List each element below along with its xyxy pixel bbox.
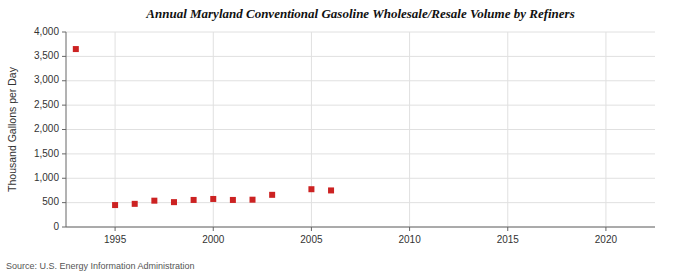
grid-line bbox=[507, 32, 508, 227]
point bbox=[328, 187, 334, 193]
point bbox=[269, 192, 275, 198]
tick-label: 2,500 bbox=[34, 99, 59, 110]
tick-label: 2005 bbox=[300, 234, 323, 245]
grid-line bbox=[66, 178, 655, 179]
grid-line bbox=[66, 227, 655, 228]
grid-line bbox=[66, 129, 655, 130]
point bbox=[112, 202, 118, 208]
tick-mark bbox=[62, 32, 66, 33]
grid-line bbox=[66, 153, 655, 154]
tick-mark bbox=[115, 227, 116, 231]
point bbox=[73, 46, 79, 52]
background bbox=[0, 0, 675, 275]
tick-mark bbox=[507, 227, 508, 231]
tick-label: 1,000 bbox=[34, 172, 59, 183]
point bbox=[250, 197, 256, 203]
grid-line bbox=[66, 105, 655, 106]
tick-label: 500 bbox=[42, 196, 59, 207]
grid-line bbox=[66, 80, 655, 81]
point bbox=[191, 197, 197, 203]
tick-mark bbox=[62, 56, 66, 57]
tick-label: 1995 bbox=[104, 234, 127, 245]
tick-mark bbox=[311, 227, 312, 231]
point bbox=[230, 197, 236, 203]
x-axis-line bbox=[66, 227, 655, 228]
source-note: Source: U.S. Energy Information Administ… bbox=[6, 261, 195, 271]
tick-mark bbox=[409, 227, 410, 231]
point bbox=[210, 196, 216, 202]
tick-mark bbox=[62, 202, 66, 203]
title: Annual Maryland Conventional Gasoline Wh… bbox=[145, 6, 574, 21]
tick-label: 3,500 bbox=[34, 50, 59, 61]
grid-line bbox=[115, 32, 116, 227]
tick-mark bbox=[605, 227, 606, 231]
tick-label: 2020 bbox=[595, 234, 618, 245]
tick-mark bbox=[62, 105, 66, 106]
point bbox=[132, 201, 138, 207]
tick-label: 2,000 bbox=[34, 123, 59, 134]
point bbox=[171, 199, 177, 205]
grid-line bbox=[605, 32, 606, 227]
point bbox=[151, 198, 157, 204]
tick-label: 1,500 bbox=[34, 148, 59, 159]
axis-label: Thousand Gallons per Day bbox=[6, 66, 18, 192]
tick-label: 2000 bbox=[202, 234, 225, 245]
grid-line bbox=[66, 56, 655, 57]
grid-line bbox=[66, 32, 655, 33]
tick-label: 2015 bbox=[497, 234, 520, 245]
chart: 0 500 1,000 1,500 2,000 2,500 3,000 3,500 4,000 1… bbox=[0, 0, 675, 275]
grid-line bbox=[311, 32, 312, 227]
tick-mark bbox=[62, 129, 66, 130]
tick-mark bbox=[62, 153, 66, 154]
tick-label: 4,000 bbox=[34, 26, 59, 37]
tick-mark bbox=[62, 227, 66, 228]
axes: 0 500 1,000 1,500 2,000 2,500 3,000 3,500 4,000 1… bbox=[34, 26, 655, 245]
tick-label: 0 bbox=[53, 221, 59, 232]
tick-label: 3,000 bbox=[34, 74, 59, 85]
tick-mark bbox=[62, 178, 66, 179]
points bbox=[73, 46, 334, 208]
point bbox=[308, 186, 314, 192]
tick-label: 2010 bbox=[398, 234, 421, 245]
tick-mark bbox=[213, 227, 214, 231]
y-axis-line bbox=[66, 32, 67, 227]
grid-line bbox=[409, 32, 410, 227]
tick-mark bbox=[62, 80, 66, 81]
grid bbox=[66, 32, 655, 227]
